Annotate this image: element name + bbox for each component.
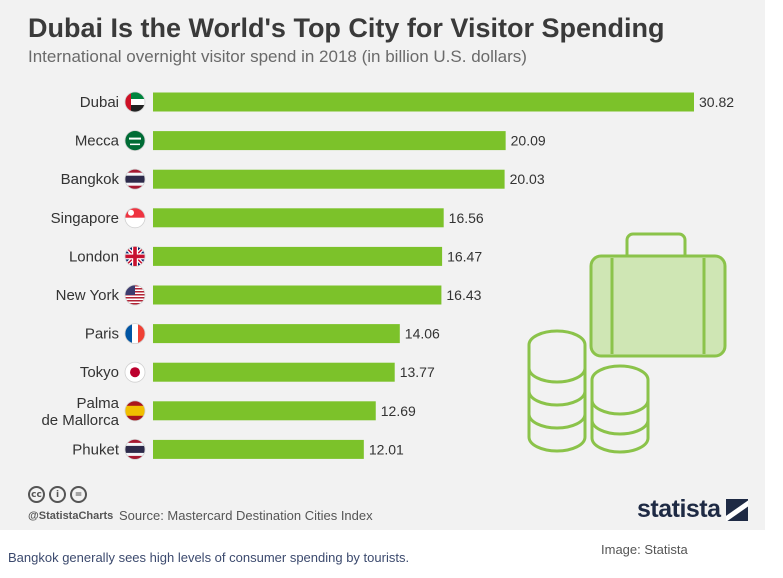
spain-flag-icon <box>124 400 146 422</box>
bar-chart: 30.82 Dubai 20.09 Mecca 20.03 Bangkok 16.56 Sin… <box>41 91 734 460</box>
thailand-flag-icon <box>124 438 146 460</box>
creative-commons-icon: cc <box>28 486 45 503</box>
chart-subtitle: International overnight visitor spend in… <box>28 47 527 66</box>
category-label: New York <box>56 287 120 304</box>
bar <box>153 208 444 228</box>
category-label: Singapore <box>51 210 119 227</box>
value-label: 16.43 <box>446 287 481 303</box>
no-derivatives-icon: = <box>70 486 87 503</box>
image-credit: Image: Statista <box>601 542 688 557</box>
bar <box>153 246 443 266</box>
category-label: Phuket <box>72 441 120 458</box>
value-label: 16.47 <box>447 248 482 264</box>
value-label: 16.56 <box>449 210 484 226</box>
value-label: 12.69 <box>381 403 416 419</box>
category-label: Paris <box>85 326 119 343</box>
thailand-flag-icon <box>124 168 146 190</box>
social-handle: @StatistaCharts <box>28 510 114 522</box>
category-label: de Mallorca <box>41 412 119 429</box>
statista-mark-icon <box>725 498 748 521</box>
value-label: 20.03 <box>510 171 545 187</box>
category-label: London <box>69 248 119 265</box>
source-note: Source: Mastercard Destination Cities In… <box>119 508 373 523</box>
image-caption: Bangkok generally sees high levels of co… <box>8 550 410 565</box>
uk-flag-icon <box>124 245 146 267</box>
saudi-flag-icon <box>124 130 146 152</box>
france-flag-icon <box>124 323 146 345</box>
value-label: 13.77 <box>400 364 435 380</box>
uae-flag-icon <box>124 91 146 113</box>
category-label: Bangkok <box>61 171 120 188</box>
statista-logo[interactable]: statista <box>637 495 748 524</box>
usa-flag-icon <box>124 284 146 306</box>
value-label: 30.82 <box>699 94 734 110</box>
bar <box>153 131 506 151</box>
license-icons: cc i = <box>28 486 87 503</box>
singapore-flag-icon <box>124 207 146 229</box>
bar <box>153 439 364 459</box>
attribution-icon: i <box>49 486 66 503</box>
luggage-coins-illustration <box>527 232 727 454</box>
bar <box>153 362 395 382</box>
bar <box>153 169 505 189</box>
category-label: Mecca <box>75 133 120 150</box>
value-label: 20.09 <box>511 133 546 149</box>
japan-flag-icon <box>124 361 146 383</box>
value-label: 14.06 <box>405 326 440 342</box>
bar <box>153 92 694 112</box>
category-label: Dubai <box>80 94 119 111</box>
bar <box>153 285 442 305</box>
brand-name: statista <box>637 495 721 523</box>
category-label: Tokyo <box>80 364 119 381</box>
bar <box>153 324 400 344</box>
bar <box>153 401 376 421</box>
value-label: 12.01 <box>369 441 404 457</box>
category-label: Palma <box>76 395 119 412</box>
chart-title: Dubai Is the World's Top City for Visito… <box>28 13 665 43</box>
